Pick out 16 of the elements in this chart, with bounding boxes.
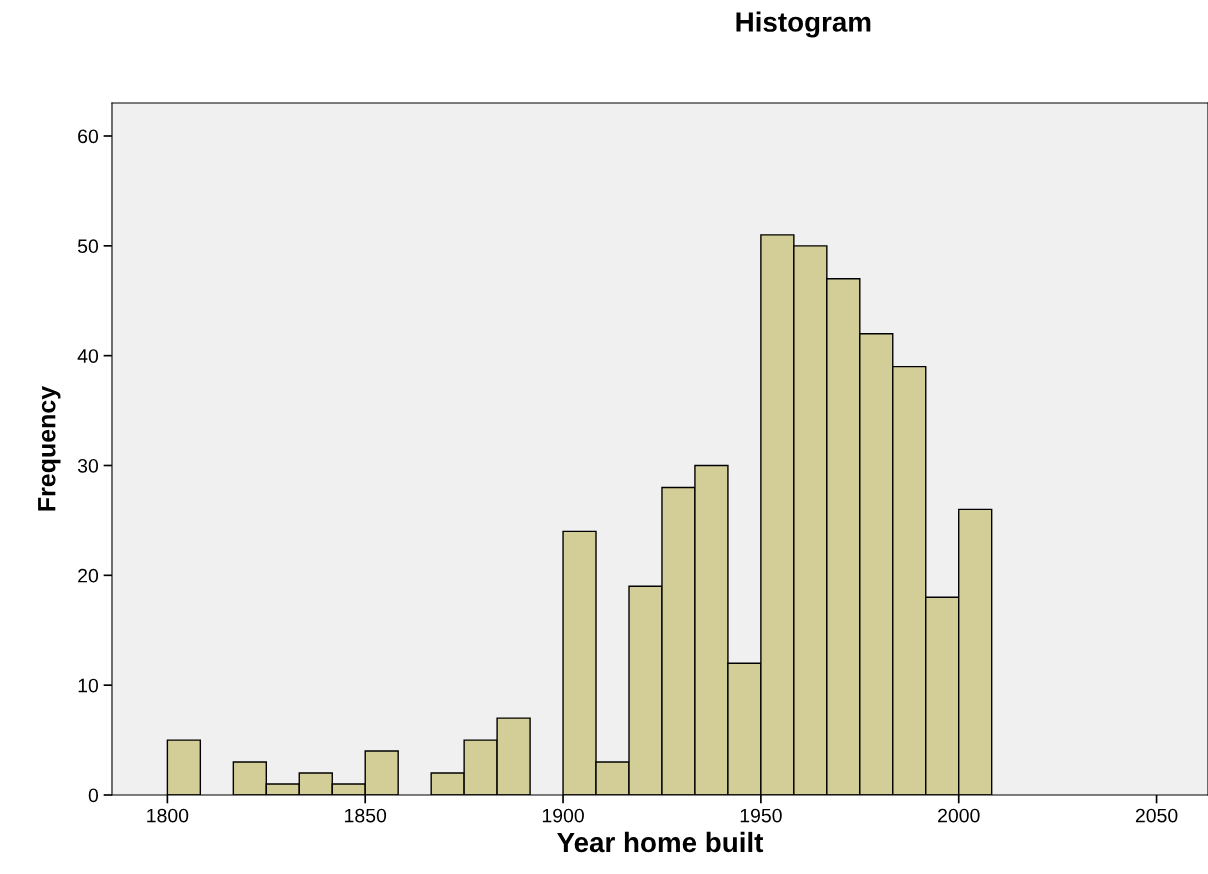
y-tick-label: 60 — [78, 129, 99, 144]
y-tick-label: 10 — [78, 678, 99, 693]
y-tick-label: 50 — [77, 239, 99, 254]
y-axis-title: Frequency — [38, 385, 61, 511]
y-tick-label: 0 — [88, 788, 99, 803]
x-tick-label: 1900 — [542, 808, 584, 823]
x-tick-label: 1800 — [147, 808, 189, 823]
y-tick-label: 20 — [78, 568, 99, 583]
x-axis-title: Year home built — [557, 831, 764, 853]
y-tick-label: 30 — [77, 458, 99, 473]
x-tick-label: 1850 — [345, 808, 387, 823]
y-tick-label: 40 — [77, 349, 99, 363]
x-tick-label: 2050 — [1135, 808, 1178, 823]
x-tick-label: 1950 — [740, 808, 782, 823]
x-tick-label: 2000 — [938, 808, 980, 823]
chart-title: Histogram — [736, 11, 871, 38]
